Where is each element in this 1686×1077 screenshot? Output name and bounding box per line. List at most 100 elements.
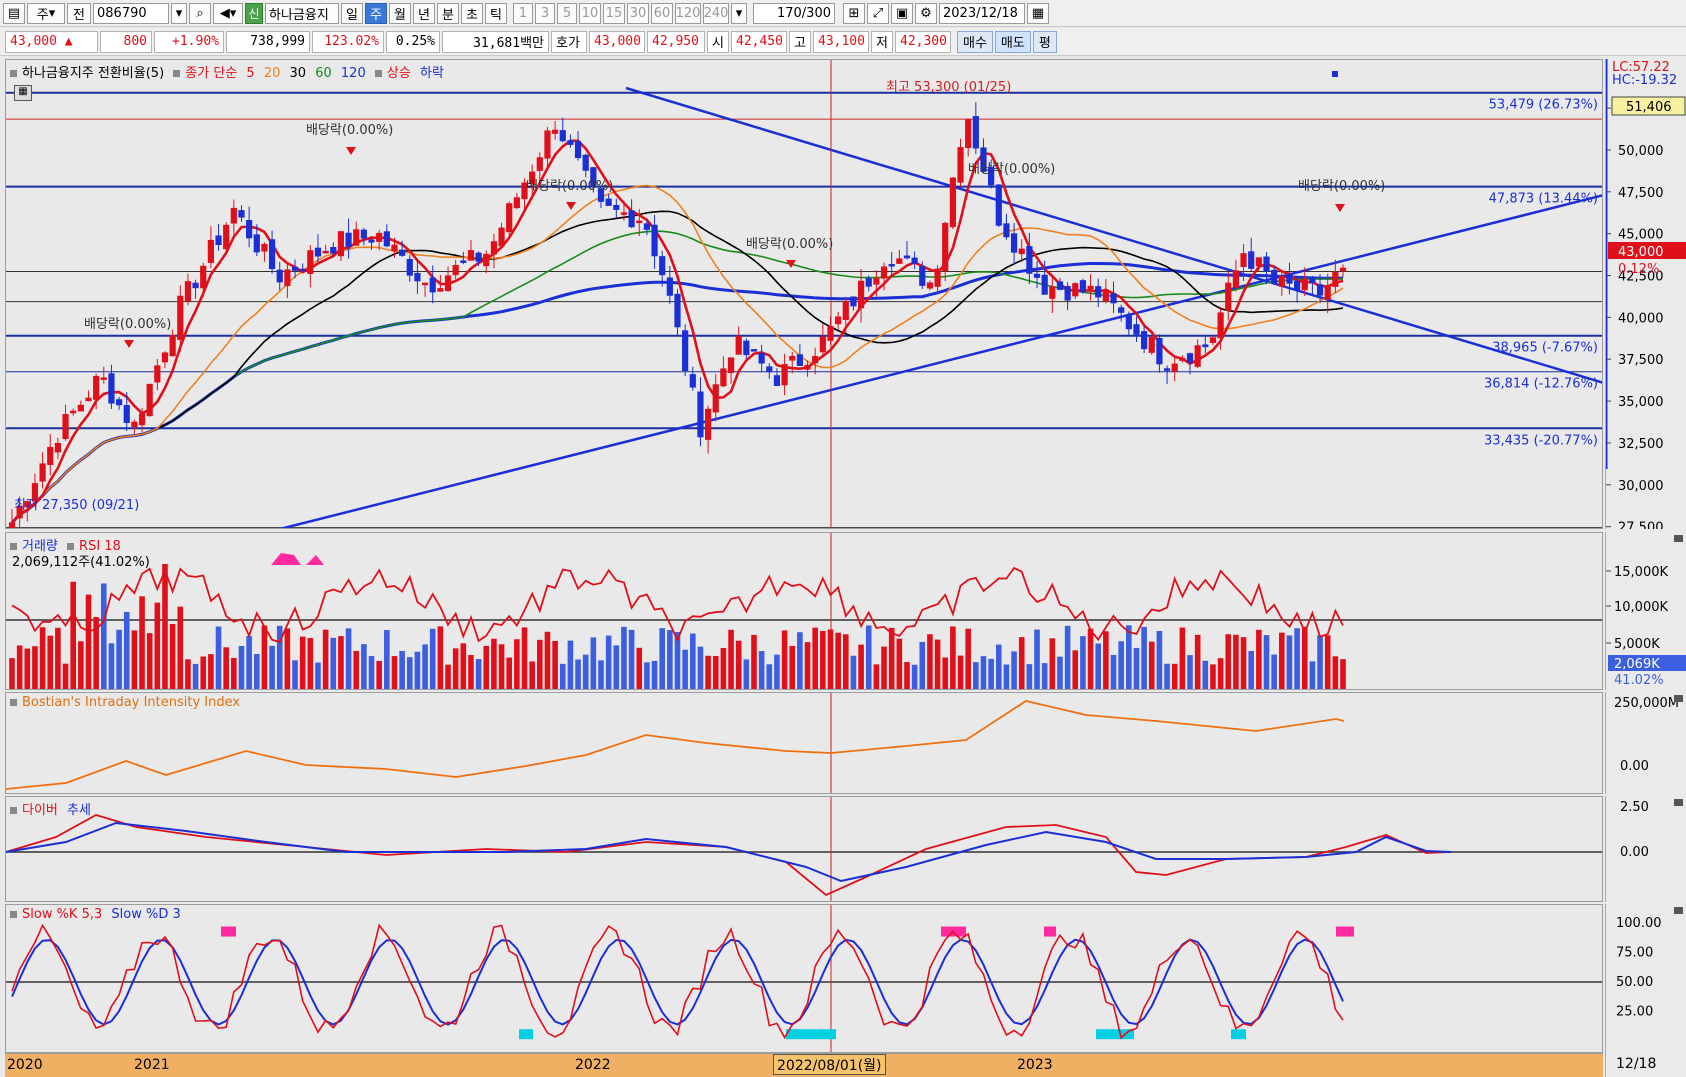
tab-period-second[interactable]: 초 [461,2,483,24]
candle-body [750,349,758,352]
volume-bar [276,625,283,689]
tab-period-week[interactable]: 주 [365,2,387,24]
volume-panel[interactable]: 거래량 RSI 18 2,069,112주(41.02%) [5,532,1603,690]
volume-bar [16,645,23,689]
prev-button[interactable]: 전 [67,2,91,24]
volume-ratio: 123.02% [324,34,379,49]
volume-bar [139,596,145,689]
tab-period-year[interactable]: 년 [413,2,435,24]
date-value: 2023/12/18 [943,5,1018,21]
mode-select[interactable]: 주 ▾ [27,2,65,24]
candle-body [597,188,605,202]
volume-bar [353,651,360,689]
scale-icon[interactable]: ⤢ [867,2,889,24]
tab-period-tick[interactable]: 틱 [485,2,507,24]
candle-body [39,463,46,482]
current-volume-bg [1608,655,1686,671]
volume-bar [299,636,306,689]
volume-bar [399,650,405,689]
candle-body [636,220,643,224]
tab-period-month[interactable]: 월 [389,2,411,24]
volume-bar [1294,628,1300,689]
candle-body [620,212,628,215]
ask-field: 43,000 [589,30,645,53]
dividend-arrow-icon [124,340,134,348]
table-toggle-icon[interactable]: ▦ [14,85,32,101]
volume-bar [559,663,566,689]
volume-bar [330,637,337,689]
period-label: 분 [442,7,454,23]
candle-body [988,166,995,186]
volume-bar [758,651,765,689]
volume-bar [185,659,191,689]
volume-bar [32,646,38,689]
volume-bar [1148,641,1155,689]
stock-code-input[interactable]: 086790 [93,2,169,24]
volume-bar [567,640,574,689]
volume-bar [820,630,826,689]
interval-240[interactable]: 240 [703,2,729,24]
interval-3[interactable]: 3 [535,2,555,24]
save-icon[interactable]: ▣ [891,2,913,24]
legend-marker-icon [10,70,17,77]
candle-body [421,282,429,286]
interval-label: 240 [703,5,729,21]
candle-body [1286,273,1293,284]
interval-30[interactable]: 30 [627,2,649,24]
bostian-panel[interactable]: Bostian's Intraday Intensity Index [5,692,1603,794]
candle-body [835,316,842,325]
interval-dropdown-icon[interactable]: ▾ [731,2,747,24]
turnover-rate: 0.25% [395,34,435,49]
divergence-panel[interactable]: 다이버 추세 [5,796,1603,902]
year-label: 2020 [7,1057,43,1073]
volume-bar [131,630,138,689]
chart-type-icon[interactable]: ▤ [3,2,25,24]
rsi-overbought-fill [306,555,324,565]
tab-period-minute[interactable]: 분 [437,2,459,24]
volume-bar [705,655,711,689]
speaker-icon[interactable]: ◀▾ [213,2,243,24]
interval-1[interactable]: 1 [513,2,533,24]
tab-period-day[interactable]: 일 [341,2,363,24]
interval-label: 5 [562,5,572,21]
interval-120[interactable]: 120 [675,2,701,24]
volume-bar [957,655,964,689]
candle-body [957,147,964,183]
candle-body [934,268,941,287]
date-input[interactable]: 2023/12/18 [939,2,1025,24]
candle-body [406,258,413,276]
mode-label: 주 [36,7,49,23]
candle-body [880,266,888,279]
high-field: 43,100 [813,30,869,53]
calendar-icon[interactable]: ▦ [1027,2,1049,24]
volume-bar [521,627,528,689]
interval-5[interactable]: 5 [557,2,577,24]
candle-body [1202,344,1209,348]
volume-bar [1240,637,1247,689]
volume-bar [827,629,834,689]
bostian-chart [6,693,1345,793]
zoom-icon[interactable]: ⊞ [843,2,865,24]
price-axis-svg: 52,50050,00047,50045,00042,50040,00037,5… [1606,59,1686,529]
evaluate-button[interactable]: 평 [1032,30,1057,53]
interval-15[interactable]: 15 [603,2,625,24]
volume-bar [743,659,750,689]
interval-10[interactable]: 10 [579,2,601,24]
interval-60[interactable]: 60 [651,2,673,24]
candle-body [980,147,987,172]
count-input[interactable]: 170/300 [753,2,835,24]
candle-body [804,364,811,370]
candle-body [1316,284,1324,296]
volume-bar [1263,635,1270,689]
stochastic-panel[interactable]: Slow %K 5,3 Slow %D 3 [5,904,1603,1053]
code-dropdown-icon[interactable]: ▾ [171,2,187,24]
volume-bar [55,627,61,689]
price-panel[interactable]: 하나금융지주 전환비율(5) 종가 단순 5 20 30 60 120 상승 하… [5,59,1603,529]
buy-button[interactable]: 매수 [957,30,993,53]
credit-badge[interactable]: 신 [245,2,263,24]
search-icon[interactable]: ⌕ [189,2,211,24]
stock-name-field[interactable]: 하나금융지 [265,2,339,24]
sell-button[interactable]: 매도 [994,30,1031,53]
gear-icon[interactable]: ⚙ [915,2,937,24]
